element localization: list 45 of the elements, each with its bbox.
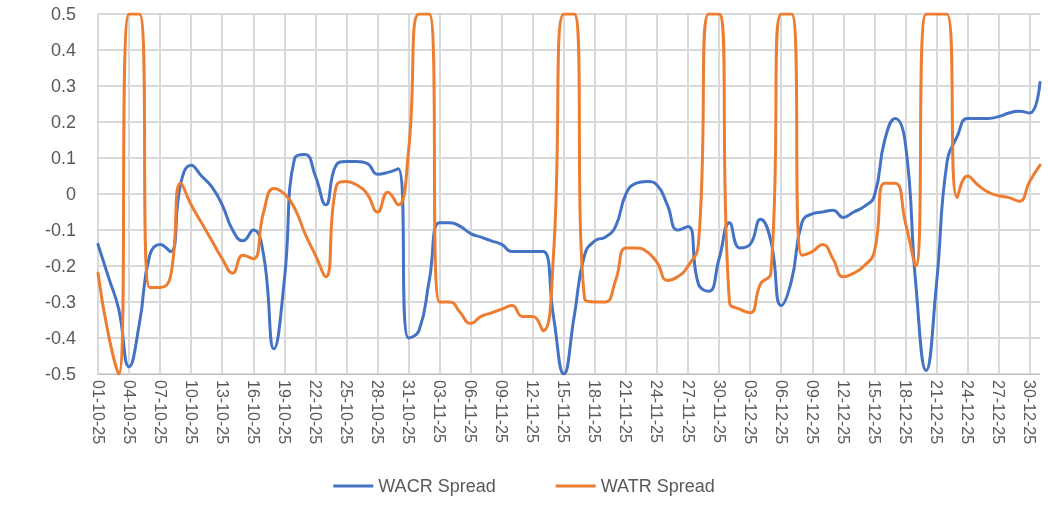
x-tick-label: 30-12-25 — [1021, 380, 1039, 445]
x-tick-label: 04-10-25 — [120, 380, 138, 445]
x-tick-label: 03-11-25 — [431, 380, 449, 443]
x-tick-label: 16-10-25 — [244, 380, 262, 445]
y-tick-label: -0.3 — [44, 292, 76, 312]
x-tick-label: 24-11-25 — [648, 380, 666, 443]
x-tick-label: 28-10-25 — [368, 380, 386, 445]
y-tick-label: -0.2 — [44, 256, 76, 276]
y-tick-label: 0.1 — [50, 148, 76, 168]
x-tick-label: 25-10-25 — [337, 380, 355, 445]
x-tick-label: 18-11-25 — [586, 380, 604, 443]
y-tick-label: -0.5 — [44, 364, 76, 384]
x-tick-label: 15-12-25 — [865, 380, 883, 445]
legend-label: WACR Spread — [378, 476, 496, 496]
x-tick-label: 19-10-25 — [275, 380, 293, 445]
x-tick-label: 06-11-25 — [462, 380, 480, 443]
line-series — [96, 12, 1042, 376]
y-tick-label: 0.2 — [50, 112, 76, 132]
y-tick-label: -0.1 — [44, 220, 76, 240]
x-tick-label: 01-10-25 — [89, 380, 107, 445]
x-tick-label: 06-12-25 — [772, 380, 790, 445]
x-tick-label: 07-10-25 — [151, 380, 169, 445]
x-tick-label: 12-12-25 — [834, 380, 852, 445]
legend-label: WATR Spread — [600, 476, 715, 496]
x-tick-label: 27-11-25 — [679, 380, 697, 443]
x-tick-label: 10-10-25 — [182, 380, 200, 445]
x-tick-label: 18-12-25 — [896, 380, 914, 445]
x-tick-label: 24-12-25 — [959, 380, 977, 445]
y-tick-label: -0.4 — [44, 328, 76, 348]
x-tick-label: 21-12-25 — [927, 380, 945, 445]
x-tick-label: 09-11-25 — [493, 380, 511, 443]
x-tick-label: 22-10-25 — [306, 380, 324, 445]
y-tick-label: 0.4 — [50, 40, 76, 60]
x-tick-label: 13-10-25 — [213, 380, 231, 445]
y-tick-label: 0 — [65, 184, 76, 204]
x-tick-label: 31-10-25 — [400, 380, 418, 445]
x-tick-label: 09-12-25 — [803, 380, 821, 445]
x-tick-label: 12-11-25 — [524, 380, 542, 443]
y-tick-label: 0.5 — [50, 4, 76, 24]
x-tick-label: 21-11-25 — [617, 380, 635, 443]
x-tick-label: 27-12-25 — [990, 380, 1008, 445]
x-tick-label: 30-11-25 — [710, 380, 728, 443]
x-tick-label: 15-11-25 — [555, 380, 573, 443]
y-tick-label: 0.3 — [50, 76, 76, 96]
x-tick-label: 03-12-25 — [741, 380, 759, 445]
